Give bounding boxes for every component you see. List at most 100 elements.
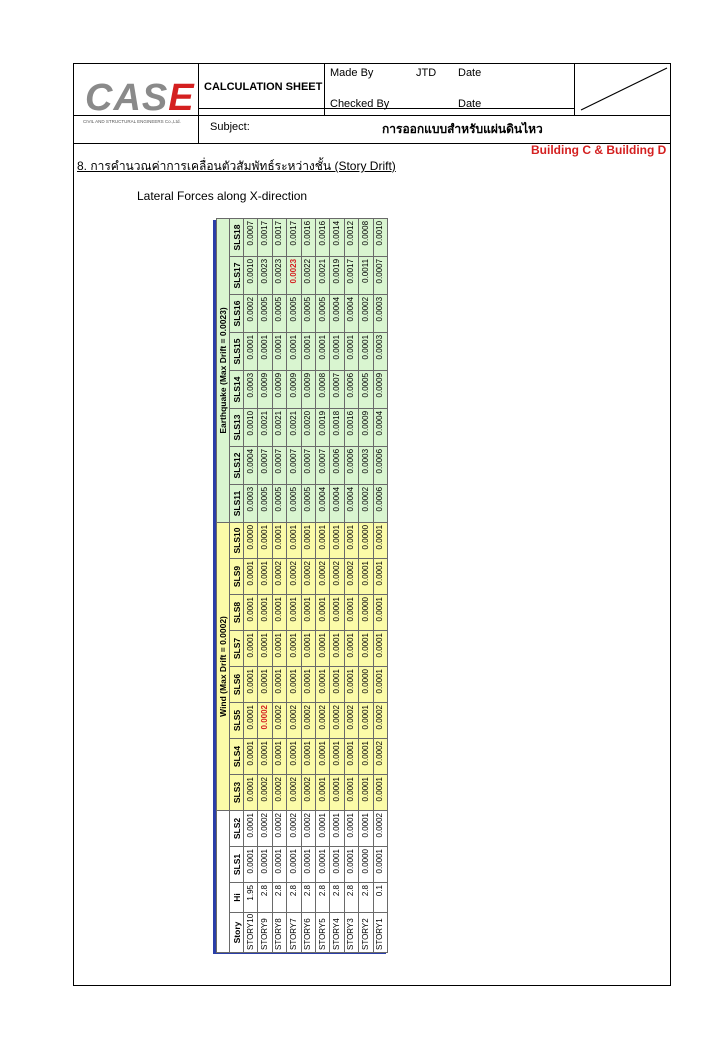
made-by-label: Made By xyxy=(330,67,374,79)
table-cell: 0.0002 xyxy=(315,558,330,595)
table-cell: 0.0001 xyxy=(373,774,388,811)
table-cell: 0.0001 xyxy=(329,522,345,559)
table-cell: 0.0008 xyxy=(315,370,330,409)
table-cell: 0.0001 xyxy=(272,594,287,631)
column-header: SLS8 xyxy=(229,594,244,631)
table-cell: 0.0021 xyxy=(315,256,330,295)
table-cell: 0.0007 xyxy=(286,446,302,485)
story-cell: STORY1 xyxy=(373,912,388,953)
column-header: SLS10 xyxy=(229,522,244,559)
table-cell: 0.0007 xyxy=(315,446,330,485)
table-cell: 0.0009 xyxy=(286,370,302,409)
table-cell: 0.0006 xyxy=(373,484,388,523)
column-header: Story xyxy=(229,912,244,953)
table-cell: 0.0009 xyxy=(257,370,273,409)
table-cell: 0.0010 xyxy=(243,408,258,447)
table-cell: 0.1 xyxy=(373,882,388,913)
table-cell: 0.0002 xyxy=(257,774,273,811)
column-header: SLS11 xyxy=(229,484,244,523)
table-cell: 0.0004 xyxy=(329,294,345,333)
table-cell: 0.0003 xyxy=(373,294,388,333)
table-cell: 0.0001 xyxy=(286,846,302,883)
table-cell: 0.0005 xyxy=(286,294,302,333)
table-cell: 0.0006 xyxy=(344,370,359,409)
table-cell: 0.0007 xyxy=(373,256,388,295)
column-header: SLS15 xyxy=(229,332,244,371)
column-header: SLS6 xyxy=(229,666,244,703)
table-cell: 0.0001 xyxy=(272,738,287,775)
table-cell: 0.0001 xyxy=(358,810,374,847)
table-row: STORY1 0.1 0.0001 0.0002 0.0001 0.0002 0.0002 0… xyxy=(373,218,388,953)
table-cell: 0.0001 xyxy=(243,332,258,371)
table-cell: 0.0003 xyxy=(373,332,388,371)
table-cell: 0.0006 xyxy=(373,446,388,485)
table-cell: 0.0002 xyxy=(329,702,345,739)
table-cell: 0.0001 xyxy=(272,666,287,703)
column-header-row: Story Hi SLS1 SLS2 SLS3 SLS4 SLS5 SLS6 SLS7 SLS8 S… xyxy=(229,218,244,953)
table-cell: 0.0017 xyxy=(286,218,302,257)
table-cell: 0.0002 xyxy=(373,810,388,847)
table-cell: 0.0001 xyxy=(358,630,374,667)
table-cell: 0.0020 xyxy=(301,408,316,447)
table-cell: 0.0001 xyxy=(315,738,330,775)
table-cell: 0.0001 xyxy=(257,738,273,775)
table-cell: 0.0001 xyxy=(344,774,359,811)
table-cell: 0.0017 xyxy=(257,218,273,257)
table-cell: 0.0009 xyxy=(358,408,374,447)
table-cell: 0.0001 xyxy=(272,332,287,371)
table-cell: 0.0001 xyxy=(315,774,330,811)
date-label-2: Date xyxy=(458,98,482,110)
table-cell: 0.0010 xyxy=(373,218,388,257)
column-header: Hi xyxy=(229,882,244,913)
table-cell: 0.0004 xyxy=(344,484,359,523)
story-cell: STORY8 xyxy=(272,912,287,953)
table-cell: 0.0021 xyxy=(286,408,302,447)
table-cell: 2.8 xyxy=(272,882,287,913)
table-cell: 0.0001 xyxy=(329,774,345,811)
table-cell: 0.0002 xyxy=(344,558,359,595)
story-cell: STORY4 xyxy=(329,912,345,953)
subject-label: Subject: xyxy=(210,121,250,133)
table-cell: 0.0005 xyxy=(272,484,287,523)
diagonal-mark xyxy=(580,67,668,111)
table-cell: 0.0000 xyxy=(358,846,374,883)
column-header: SLS7 xyxy=(229,630,244,667)
checked-by-label: Checked By xyxy=(330,98,390,110)
table-cell: 0.0003 xyxy=(358,446,374,485)
table-cell: 0.0002 xyxy=(301,702,316,739)
story-cell: STORY7 xyxy=(286,912,302,953)
column-header: SLS13 xyxy=(229,408,244,447)
table-cell: 2.8 xyxy=(315,882,330,913)
table-cell: 0.0019 xyxy=(329,256,345,295)
building-label: Building C & Building D xyxy=(531,143,667,157)
table-cell: 0.0023 xyxy=(272,256,287,295)
table-cell: 0.0002 xyxy=(286,558,302,595)
table-cell: 0.0001 xyxy=(344,630,359,667)
table-cell: 0.0001 xyxy=(329,738,345,775)
table-cell: 0.0001 xyxy=(344,594,359,631)
table-cell: 0.0011 xyxy=(358,256,374,295)
table-cell: 0.0001 xyxy=(257,558,273,595)
table-cell: 0.0000 xyxy=(358,666,374,703)
table-cell: 0.0001 xyxy=(286,522,302,559)
table-cell: 0.0002 xyxy=(329,558,345,595)
table-cell: 0.0001 xyxy=(243,666,258,703)
table-cell: 0.0001 xyxy=(243,810,258,847)
table-cell: 0.0022 xyxy=(301,256,316,295)
table-cell: 0.0002 xyxy=(272,774,287,811)
table-cell: 2.8 xyxy=(344,882,359,913)
table-cell: 0.0005 xyxy=(257,484,273,523)
table-row: STORY4 2.8 0.0001 0.0001 0.0001 0.0001 0.0002 0… xyxy=(329,218,345,953)
table-cell: 0.0003 xyxy=(243,484,258,523)
table-cell: 0.0001 xyxy=(257,522,273,559)
table-row: STORY6 2.8 0.0001 0.0002 0.0002 0.0001 0.0002 0… xyxy=(301,218,316,953)
table-cell: 0.0001 xyxy=(358,332,374,371)
table-cell: 0.0000 xyxy=(358,594,374,631)
table-cell: 0.0001 xyxy=(286,594,302,631)
table-cell: 0.0014 xyxy=(329,218,345,257)
logo-subtitle: CIVIL AND STRUCTURAL ENGINEERS Co.,Ltd. xyxy=(83,119,181,124)
table-cell: 0.0001 xyxy=(329,630,345,667)
table-cell: 0.0001 xyxy=(373,594,388,631)
table-border-left xyxy=(213,220,216,953)
table-cell: 0.0001 xyxy=(373,666,388,703)
